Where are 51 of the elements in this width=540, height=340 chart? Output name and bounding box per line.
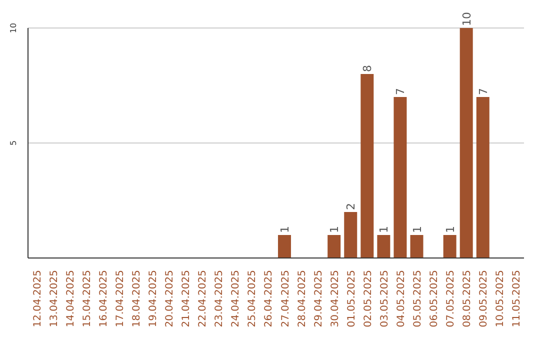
bar <box>344 212 358 258</box>
data-label: 8 <box>361 65 374 72</box>
data-label: 10 <box>460 12 474 26</box>
x-tick-label: 25.04.2025 <box>247 270 258 328</box>
bar <box>360 74 374 258</box>
bar <box>394 97 407 258</box>
bar <box>476 97 490 258</box>
x-tick-label: 06.05.2025 <box>429 270 440 328</box>
data-label: 1 <box>444 226 457 233</box>
y-tick-label: 5 <box>9 140 18 146</box>
x-tick-label: 14.04.2025 <box>65 270 76 328</box>
x-tick-label: 17.04.2025 <box>114 270 126 328</box>
bar <box>460 28 473 258</box>
bar <box>328 235 341 258</box>
x-tick-label: 04.05.2025 <box>396 270 407 328</box>
x-tick-label: 27.04.2025 <box>280 270 292 328</box>
x-tick-label: 19.04.2025 <box>148 270 159 328</box>
bar <box>443 235 456 258</box>
x-tick-label: 01.05.2025 <box>346 270 358 328</box>
x-tick-label: 22.04.2025 <box>198 270 209 328</box>
data-label: 1 <box>378 226 391 233</box>
x-tick-label: 28.04.2025 <box>296 270 308 328</box>
x-tick-label: 10.05.2025 <box>495 270 506 328</box>
x-tick-label: 21.04.2025 <box>181 270 192 328</box>
x-tick-label: 30.04.2025 <box>330 270 341 328</box>
x-tick-label: 03.05.2025 <box>379 270 390 328</box>
x-tick-label: 09.05.2025 <box>478 270 490 328</box>
bar <box>410 235 424 258</box>
x-tick-label: 02.05.2025 <box>362 270 374 328</box>
x-tick-label: 08.05.2025 <box>462 270 474 328</box>
data-label: 1 <box>278 226 292 233</box>
x-tick-label: 15.04.2025 <box>82 270 93 328</box>
x-tick-label: 29.04.2025 <box>313 270 324 328</box>
x-tick-label: 11.05.2025 <box>512 270 523 328</box>
data-label: 7 <box>476 88 490 95</box>
x-tick-label: 23.04.2025 <box>214 270 226 328</box>
x-tick-label: 18.04.2025 <box>131 270 142 328</box>
data-label: 1 <box>328 226 342 233</box>
x-tick-label: 13.04.2025 <box>48 270 60 328</box>
x-tick-label: 24.04.2025 <box>230 270 242 328</box>
bar <box>377 235 390 258</box>
data-label: 7 <box>394 88 408 95</box>
x-tick-label: 05.05.2025 <box>412 270 424 328</box>
bar <box>278 235 291 258</box>
x-tick-label: 20.04.2025 <box>164 270 176 328</box>
x-tick-label: 26.04.2025 <box>264 270 275 328</box>
x-tick-label: 12.04.2025 <box>32 270 44 328</box>
data-label: 2 <box>344 203 358 210</box>
x-tick-label: 07.05.2025 <box>446 270 457 328</box>
x-tick-label: 16.04.2025 <box>98 270 110 328</box>
data-label: 1 <box>410 226 424 233</box>
